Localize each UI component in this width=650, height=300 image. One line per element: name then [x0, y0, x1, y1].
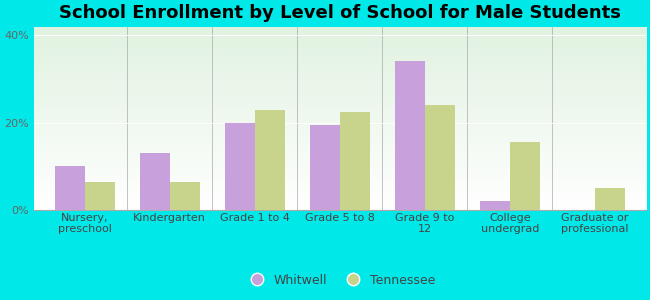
Bar: [510, 142, 540, 210]
Bar: [84, 182, 114, 210]
Title: School Enrollment by Level of School for Male Students: School Enrollment by Level of School for…: [59, 4, 621, 22]
Bar: [480, 201, 510, 210]
Bar: [225, 123, 255, 210]
Bar: [340, 112, 370, 210]
Bar: [425, 105, 454, 210]
Bar: [170, 182, 200, 210]
Bar: [310, 125, 340, 210]
Bar: [255, 110, 285, 210]
Bar: [595, 188, 625, 210]
Bar: [55, 166, 84, 210]
Bar: [395, 61, 425, 210]
Bar: [140, 153, 170, 210]
Legend: Whitwell, Tennessee: Whitwell, Tennessee: [239, 269, 441, 292]
